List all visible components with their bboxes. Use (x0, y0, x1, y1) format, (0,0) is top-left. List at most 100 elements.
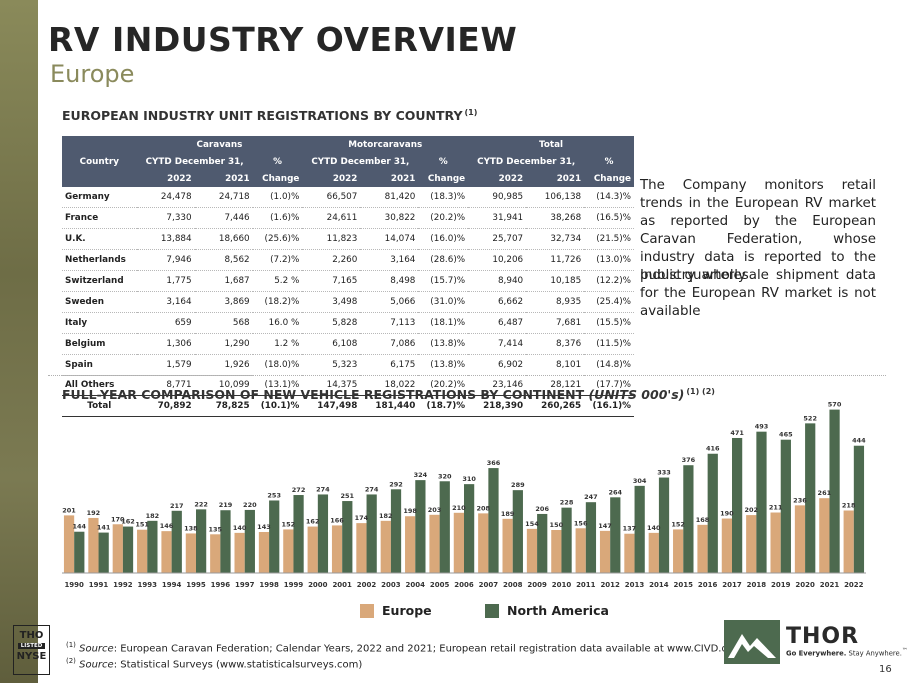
value-cell: (12.2)% (584, 270, 634, 292)
value-cell: (20.2)% (418, 207, 469, 230)
bar-europe-1991 (88, 517, 99, 573)
value-cell: 78,825 (194, 395, 253, 418)
thor-wordmark: THOR (786, 624, 860, 650)
decorative-side-strip (0, 0, 38, 683)
value-cell: (31.0)% (418, 291, 469, 313)
x-tick-label-2006: 2006 (454, 581, 474, 589)
data-label-north-america-2010: 228 (560, 499, 574, 507)
year-header-2021: 2021 (360, 170, 419, 187)
data-label-europe-2015: 152 (671, 520, 685, 528)
x-tick-label-2019: 2019 (771, 581, 791, 589)
data-label-europe-2000: 162 (306, 518, 320, 526)
data-label-europe-1997: 140 (233, 524, 247, 532)
value-cell: 1,687 (194, 270, 253, 292)
page-subtitle: Europe (50, 60, 135, 88)
value-cell: 106,138 (526, 187, 585, 209)
x-tick-label-2000: 2000 (308, 581, 328, 589)
table-total-row: Total 70,892 78,825 (10.1)% 147,498 181,440 (1… (62, 395, 634, 418)
data-label-north-america-2013: 304 (633, 477, 647, 485)
value-cell: (16.0)% (418, 228, 469, 251)
bar-europe-2015 (673, 529, 684, 573)
data-label-north-america-1994: 217 (170, 502, 184, 510)
change-header: Change (418, 170, 469, 187)
value-cell: 32,734 (526, 228, 585, 251)
data-label-north-america-1995: 222 (194, 500, 208, 508)
bar-north-america-2000 (317, 494, 329, 573)
value-cell: 1,775 (136, 270, 195, 292)
bar-north-america-2018 (756, 431, 767, 573)
value-cell: 260,265 (526, 395, 585, 418)
value-cell: (13.0)% (584, 249, 634, 272)
value-cell: (18.3)% (418, 187, 469, 209)
data-label-north-america-2022: 444 (852, 437, 866, 445)
x-tick-label-2008: 2008 (503, 581, 523, 589)
value-cell: (1.0)% (252, 187, 303, 209)
x-tick-label-2005: 2005 (430, 581, 450, 589)
data-label-europe-1990: 201 (62, 506, 76, 514)
chart-section-title: FULL-YEAR COMPARISON OF NEW VEHICLE REGI… (62, 387, 715, 402)
thor-trademark: ™ (901, 648, 908, 655)
data-label-north-america-2017: 471 (730, 429, 744, 437)
x-tick-label-1992: 1992 (113, 581, 133, 589)
value-cell: (15.5)% (584, 312, 634, 334)
data-label-north-america-2018: 493 (755, 423, 769, 431)
value-cell: 10,185 (526, 270, 585, 292)
data-label-europe-2018: 202 (744, 506, 758, 514)
chart-title-footnote-ref: (1) (2) (686, 387, 715, 396)
x-tick-label-2009: 2009 (527, 581, 547, 589)
bar-north-america-2005 (439, 481, 450, 573)
value-cell: 6,175 (360, 354, 419, 376)
bar-north-america-2021 (829, 409, 840, 573)
data-label-europe-2006: 210 (452, 504, 466, 512)
bar-north-america-2009 (537, 513, 548, 573)
data-label-europe-2019: 211 (769, 504, 783, 512)
value-cell: 10,099 (194, 375, 253, 397)
country-cell: Belgium (62, 333, 137, 355)
data-label-north-america-2005: 320 (438, 472, 452, 480)
x-tick-label-2013: 2013 (625, 581, 645, 589)
nyse-listed-badge: THO LISTED NYSE (13, 625, 50, 675)
footnote-1: (1) Source: European Caravan Federation;… (66, 639, 734, 655)
change-header: Change (252, 170, 303, 187)
x-tick-label-2020: 2020 (795, 581, 815, 589)
value-cell: 659 (136, 312, 195, 334)
bar-europe-1993 (137, 529, 148, 573)
data-label-europe-1995: 138 (184, 524, 198, 532)
value-cell: 8,771 (136, 375, 195, 397)
value-cell: 8,562 (194, 249, 253, 272)
registrations-bar-chart: 2011441990192141199117016219921511821993… (62, 401, 866, 589)
thor-tagline: Go Everywhere. Stay Anywhere.™ (786, 648, 908, 657)
data-label-europe-1991: 192 (87, 509, 101, 517)
chart-title-units: (UNITS 000's) (588, 387, 685, 403)
value-cell: 8,376 (526, 333, 585, 355)
value-cell: 1,579 (136, 354, 195, 376)
value-cell: 10,206 (468, 249, 527, 272)
bar-europe-2007 (478, 513, 489, 573)
value-cell: (15.7)% (418, 270, 469, 292)
chart-title-main: FULL-YEAR COMPARISON OF NEW VEHICLE REGI… (62, 387, 589, 403)
bar-north-america-2015 (683, 465, 694, 573)
value-cell: 11,823 (302, 228, 361, 251)
value-cell: 147,498 (302, 395, 361, 418)
value-cell: (7.2)% (252, 249, 303, 272)
badge-exchange: NYSE (16, 651, 47, 662)
bar-europe-2016 (697, 524, 708, 573)
bar-north-america-1996 (220, 510, 231, 573)
data-label-europe-2002: 174 (355, 514, 369, 522)
data-label-europe-1992: 170 (111, 515, 125, 523)
value-cell: 218,390 (468, 395, 527, 418)
data-label-north-america-1998: 253 (267, 491, 281, 499)
bar-north-america-1998 (269, 500, 280, 573)
value-cell: 70,892 (136, 395, 195, 418)
side-note-wholesale: Industry wholesale shipment data for the… (640, 268, 876, 319)
value-cell: 11,726 (526, 249, 585, 272)
section-divider (48, 375, 886, 376)
country-cell: Italy (62, 312, 137, 334)
x-tick-label-2012: 2012 (600, 581, 620, 589)
value-cell: 6,662 (468, 291, 527, 313)
bar-north-america-2016 (707, 453, 718, 573)
value-cell: 16.0 % (252, 312, 303, 334)
value-cell: 28,121 (526, 375, 585, 397)
registrations-table: Caravans Motorcaravans Total Country CYT… (62, 136, 634, 418)
data-label-north-america-1999: 272 (292, 486, 306, 494)
